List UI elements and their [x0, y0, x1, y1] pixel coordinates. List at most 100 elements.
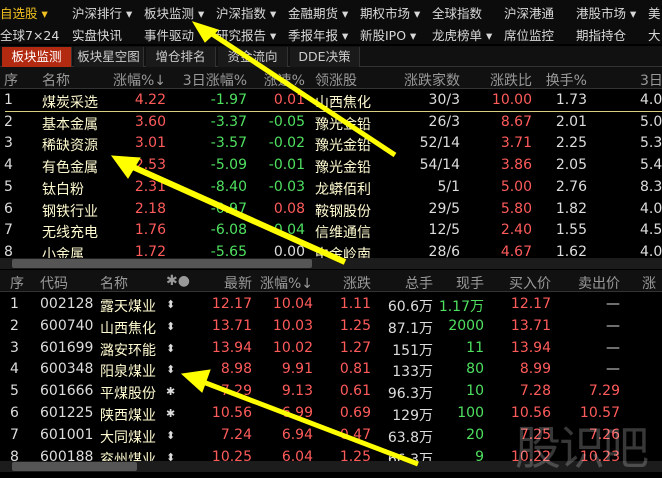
cell: 4.5 [640, 222, 662, 239]
stock-horizontal-scrollbar[interactable] [0, 461, 662, 472]
cell: 无线充电 [42, 225, 98, 242]
sector-row[interactable]: 4 有色金属 2.53 -5.09 -0.01 豫光金铅 54/14 3.86 2.05 5.4 [0, 154, 662, 176]
stock-row[interactable]: 4 600348 阳泉煤业 ⬍ 8.98 9.91 0.81 133万 80 8.99 — [0, 358, 662, 380]
tab-4[interactable]: DDE决策 [290, 47, 360, 67]
menu-item[interactable]: 龙虎榜单 ▾ [432, 28, 493, 43]
cell: -3.37 [210, 113, 247, 130]
header-cell[interactable]: 总手 [405, 276, 433, 292]
sector-row[interactable]: 2 基本金属 3.60 -3.37 -0.05 豫光金铅 26/3 8.67 2.01 5.0 [0, 111, 662, 133]
cell: 0.08 [273, 200, 305, 217]
menu-item[interactable]: 季报年报 ▾ [288, 28, 349, 43]
cell: -1.97 [210, 92, 247, 108]
tab-1[interactable]: 板块星空图 [74, 47, 144, 67]
sector-row[interactable]: 6 钢铁行业 2.18 -0.97 0.08 鞍钢股份 29/5 5.80 1.82 4.0 [0, 198, 662, 220]
header-cell[interactable]: 涨跌家数 [404, 73, 460, 89]
cell: 8 [10, 448, 19, 465]
sector-row[interactable]: 5 钛白粉 2.31 -8.40 -0.03 龙蟒佰利 5/1 5.00 2.76 8.3 [0, 176, 662, 198]
cell: 10.57 [579, 405, 620, 421]
menu-item[interactable]: 全球7×24 [0, 28, 60, 43]
cell: 6 [10, 405, 19, 421]
cell: 陕西煤业 [100, 408, 156, 424]
menu-item[interactable]: 港股市场 ▾ [576, 6, 637, 21]
header-cell[interactable]: 3日换手 [640, 73, 662, 89]
cell: 13.71 [510, 317, 551, 334]
menu-item[interactable]: 板块监测 ▾ [144, 6, 205, 21]
menu-item[interactable]: 研究报告 ▾ [216, 28, 277, 43]
menu-item[interactable]: 沪深指数 ▾ [216, 6, 277, 21]
cell: 600348 [40, 361, 94, 378]
header-cell[interactable]: 3日涨幅% [182, 73, 247, 89]
sector-horizontal-scrollbar[interactable] [0, 258, 662, 269]
header-cell[interactable]: ✱● [166, 273, 190, 289]
stock-row[interactable]: 2 600740 山西焦化 ⬍ 13.71 10.03 1.25 87.1万 2000 13.71… [0, 315, 662, 337]
header-cell[interactable]: 现手 [456, 276, 484, 292]
menu-item[interactable]: 沪深港通 [504, 6, 555, 21]
flag-icon: ⬍ [166, 428, 176, 442]
header-cell[interactable]: 买入价 [509, 276, 551, 292]
menu-item[interactable]: 席位监控 [504, 28, 555, 43]
header-cell[interactable]: 涨幅%↓ [259, 276, 313, 292]
header-cell[interactable]: 涨幅%↓ [112, 73, 166, 89]
menu-item[interactable]: 期权市场 ▾ [360, 6, 421, 21]
cell: 3.01 [134, 135, 166, 152]
cell: 10.00 [491, 92, 532, 108]
cell: -5.09 [210, 157, 247, 174]
stock-row[interactable]: 5 601666 平煤股份 ✱ 7.29 9.13 0.61 96.3万 10 7.28 7.29 [0, 380, 662, 402]
stock-row[interactable]: 1 002128 露天煤业 ⬍ 12.17 10.04 1.11 60.6万 1.17万 12.1… [0, 293, 662, 315]
tab-3[interactable]: 资金流向 [218, 47, 288, 67]
flag-icon: ✱ [166, 407, 176, 420]
menu-item[interactable]: 美 [648, 6, 661, 21]
tab-0[interactable]: 板块监测 [2, 47, 72, 67]
menu-item[interactable]: 新股IPO ▾ [360, 28, 417, 43]
header-cell[interactable]: 序 [4, 73, 18, 89]
cell: — [606, 317, 620, 334]
cell: 10.23 [579, 448, 620, 465]
header-cell[interactable]: 最新 [224, 276, 252, 292]
cell: 3 [10, 339, 19, 356]
cell: 26/3 [428, 113, 460, 130]
cell: 1.82 [555, 200, 587, 217]
header-cell[interactable]: 序 [10, 276, 24, 292]
menu-item[interactable]: 事件驱动 [144, 28, 195, 43]
cell: 3.60 [134, 113, 166, 130]
header-cell[interactable]: 涨跌 [343, 276, 371, 292]
cell: 龙蟒佰利 [315, 181, 371, 198]
header-cell[interactable]: 名称 [42, 73, 70, 89]
menu-item[interactable]: 期指持仓 [576, 28, 627, 43]
cell: 2.18 [134, 200, 166, 217]
cell: -0.03 [268, 178, 305, 195]
menu-row-1: 自选股 ▾ 沪深排行 ▾ 板块监测 ▾ 沪深指数 ▾ 金融期货 ▾ 期权市场 ▾ 全球指数 沪… [0, 0, 662, 22]
cell: 1.55 [555, 222, 587, 239]
cell: 6.99 [281, 405, 313, 421]
header-cell[interactable]: 代码 [40, 276, 68, 292]
cell: 阳泉煤业 [100, 364, 156, 381]
sector-row[interactable]: 7 无线充电 1.76 -6.08 -0.04 信维通信 12/5 2.40 1.55 4.5 [0, 219, 662, 241]
menu-item[interactable]: 实盘快讯 [72, 28, 123, 43]
header-cell[interactable]: 涨跌比 [490, 73, 532, 89]
cell: 5 [4, 178, 13, 195]
header-cell[interactable]: 领涨股 [315, 73, 357, 89]
cell: 151万 [392, 342, 433, 359]
sector-row[interactable]: 3 稀缺资源 3.01 -3.57 -0.02 豫光金铅 52/14 3.71 2.25 5.3 [0, 132, 662, 154]
header-cell[interactable]: 涨速% [263, 73, 305, 89]
cell: 7.29 [220, 383, 252, 400]
cell: 4.0 [640, 243, 662, 260]
header-cell[interactable]: 换手% [545, 73, 587, 89]
header-cell[interactable]: 名称 [100, 276, 128, 292]
sector-row[interactable]: 1 煤炭采选 4.22 -1.97 0.01 山西焦化 30/3 10.00 1.73 4.0 [0, 89, 662, 111]
stock-row[interactable]: 3 601699 潞安环能 ⬍ 13.94 10.02 1.27 151万 11 13.94 — [0, 337, 662, 359]
menu-item[interactable]: 沪深排行 ▾ [72, 6, 133, 21]
cell: 0.69 [339, 405, 371, 421]
menu-item[interactable]: 金融期货 ▾ [288, 6, 349, 21]
cell: 8.3 [640, 178, 662, 195]
menu-item[interactable]: 全球指数 [432, 6, 483, 21]
tab-2[interactable]: 增仓排名 [146, 47, 216, 67]
header-cell[interactable]: 卖出价 [578, 276, 620, 292]
menu-item[interactable]: 大 [648, 28, 661, 43]
cell: 1 [10, 296, 19, 312]
header-cell[interactable]: 涨 [642, 276, 656, 292]
cell: 2.05 [555, 157, 587, 174]
cell: 5.0 [640, 113, 662, 130]
cell: 7.29 [588, 383, 620, 400]
menu-item[interactable]: 自选股 ▾ [0, 6, 48, 21]
